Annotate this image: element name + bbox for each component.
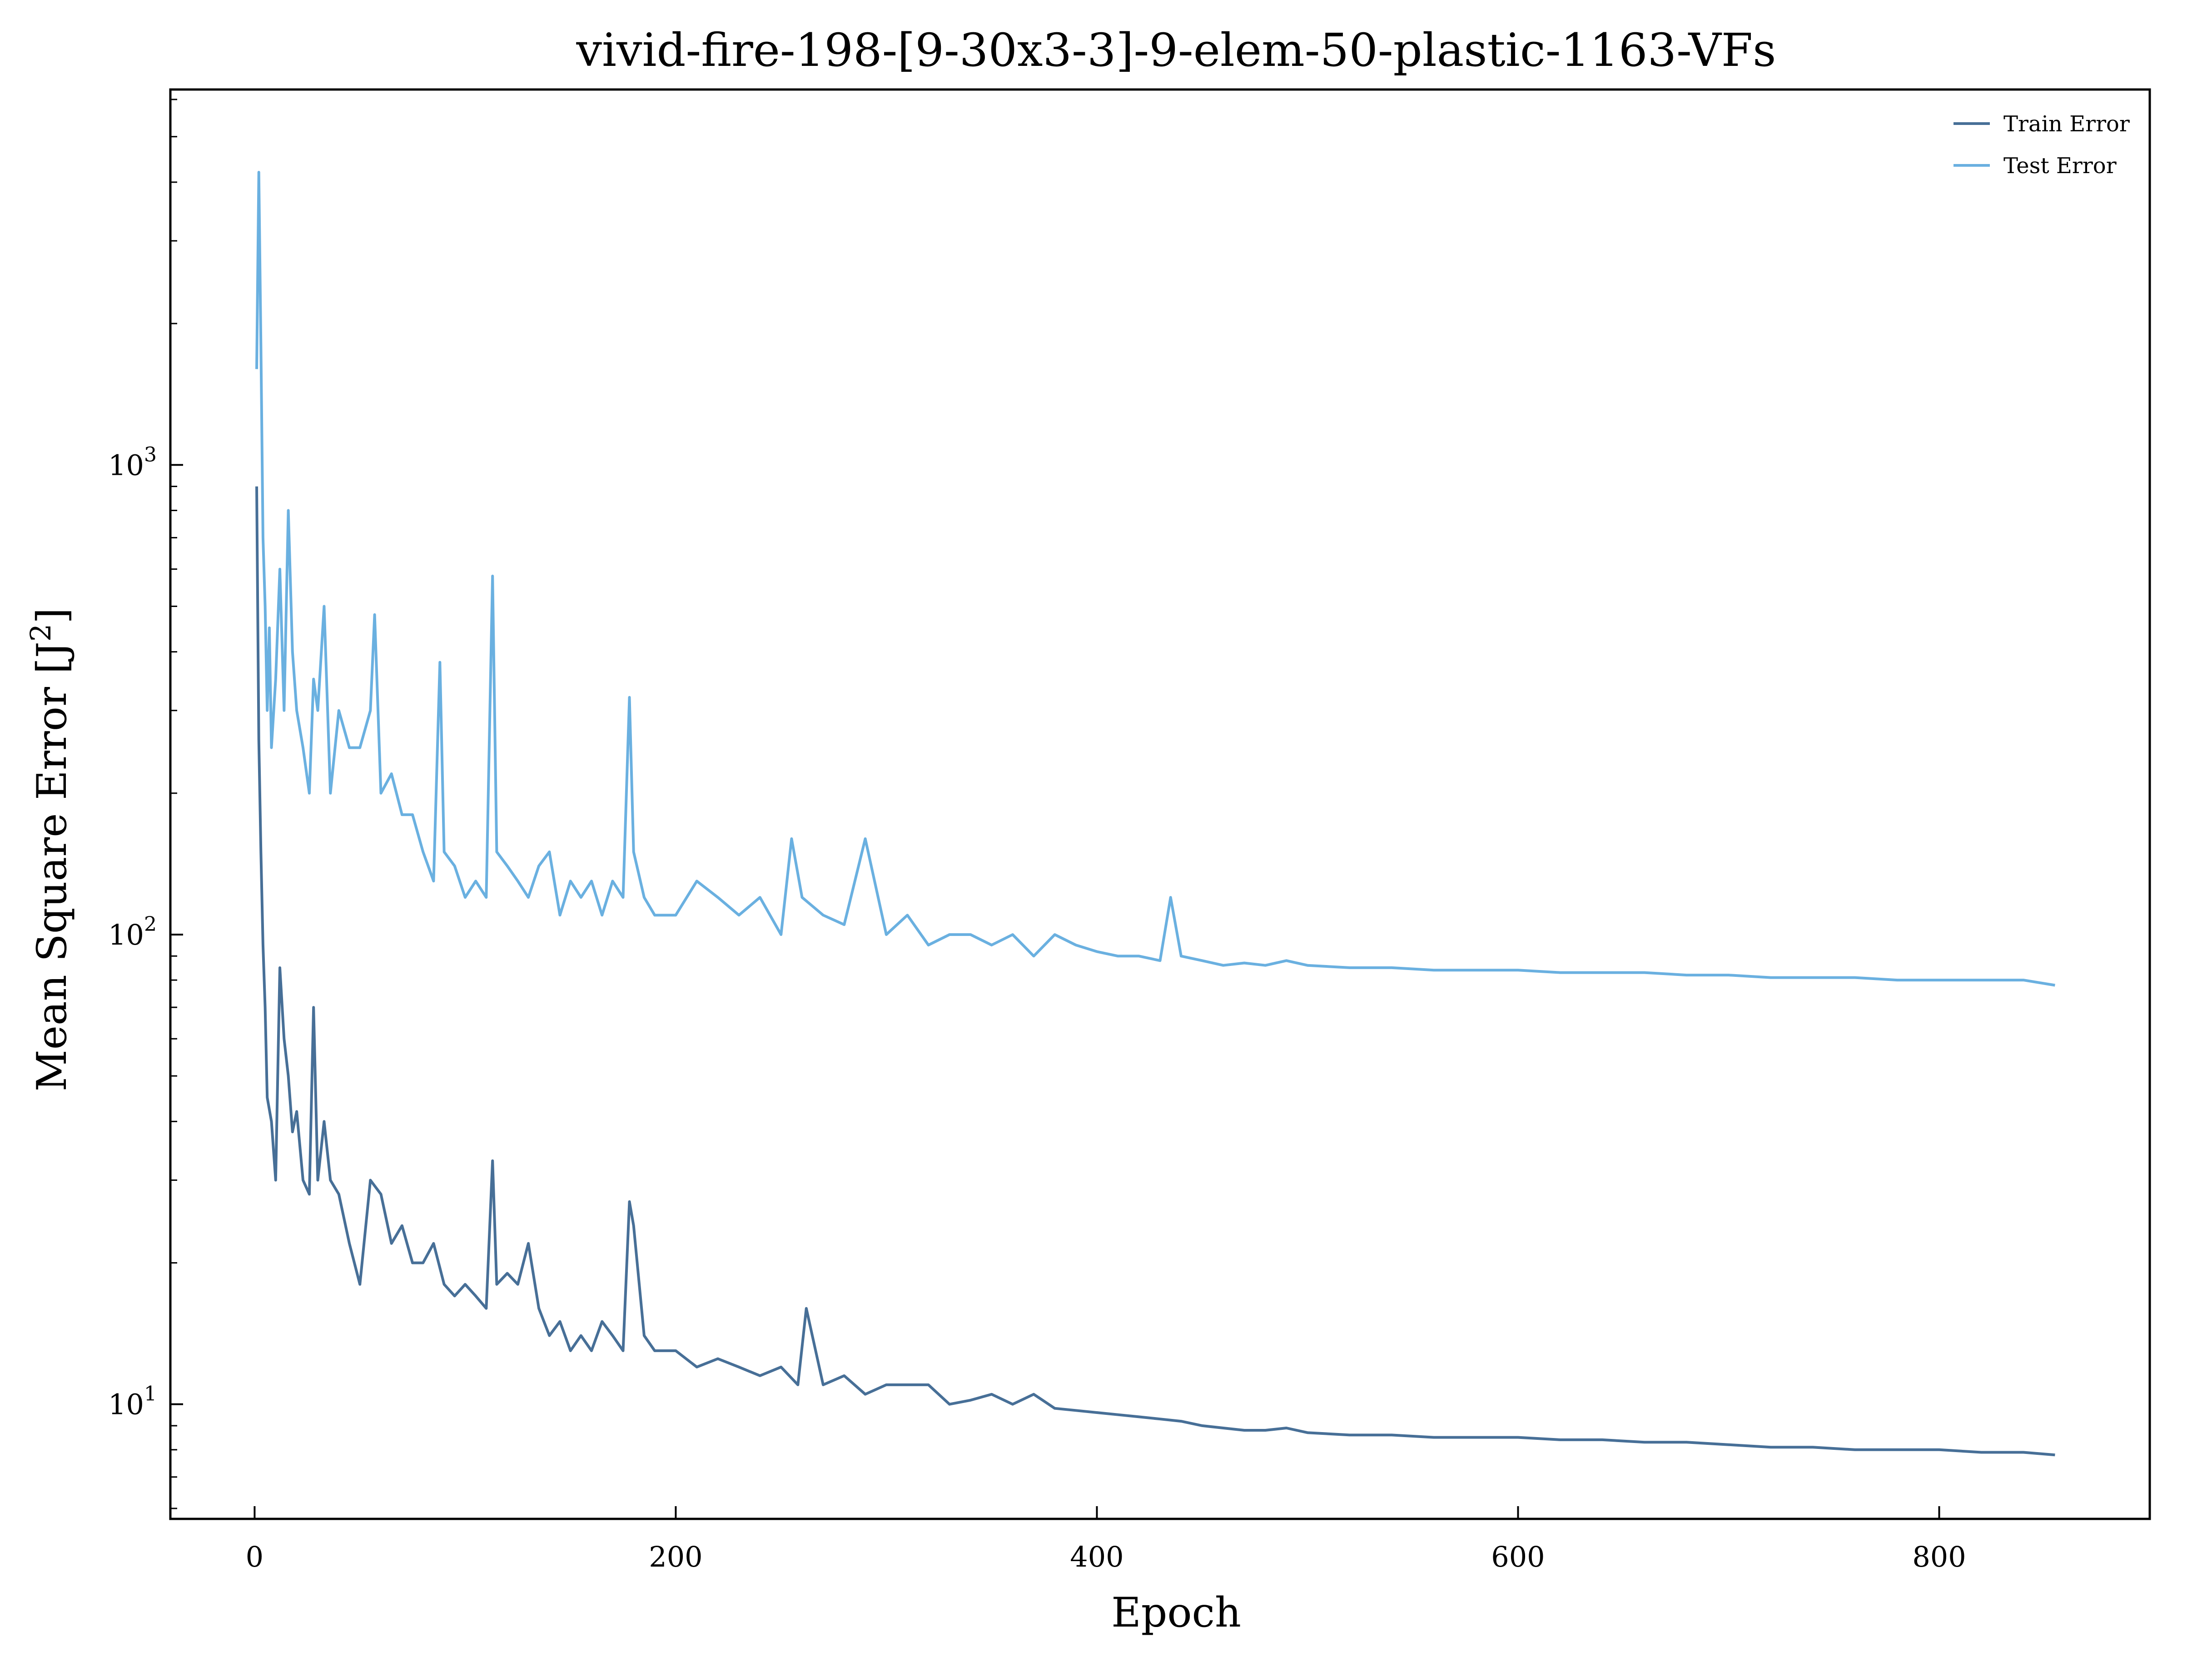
x-tick-label: 0 <box>246 1540 263 1573</box>
x-axis-ticks: 0 200 400 600 800 <box>246 1506 1966 1573</box>
y-axis-label-end: ] <box>28 608 76 624</box>
y-tick-label: 103 <box>108 443 157 482</box>
y-tick-label: 101 <box>108 1383 157 1421</box>
x-tick-label: 600 <box>1491 1540 1545 1573</box>
y-axis-label-sup: 2 <box>24 624 57 642</box>
x-tick-label: 200 <box>649 1540 702 1573</box>
legend-label-0: Train Error <box>2003 111 2130 137</box>
series-line-0 <box>255 486 2055 1457</box>
chart-title: vivid-fire-198-[9-30x3-3]-9-elem-50-plas… <box>576 24 1776 77</box>
series-layer <box>255 171 2055 1457</box>
y-axis-ticks: 101 102 103 <box>108 99 183 1509</box>
x-tick-label: 800 <box>1912 1540 1966 1573</box>
plot-frame <box>169 88 2151 1520</box>
series-line-1 <box>255 171 2055 987</box>
y-axis-label-main: Mean Square Error [J <box>28 642 76 1091</box>
y-tick-label: 102 <box>108 913 157 951</box>
x-axis-label: Epoch <box>1111 1589 1241 1637</box>
y-axis-label: Mean Square Error [J2] <box>24 608 76 1092</box>
legend: Train Error Test Error <box>1954 111 2130 179</box>
legend-label-1: Test Error <box>2003 153 2117 179</box>
x-tick-label: 400 <box>1070 1540 1123 1573</box>
